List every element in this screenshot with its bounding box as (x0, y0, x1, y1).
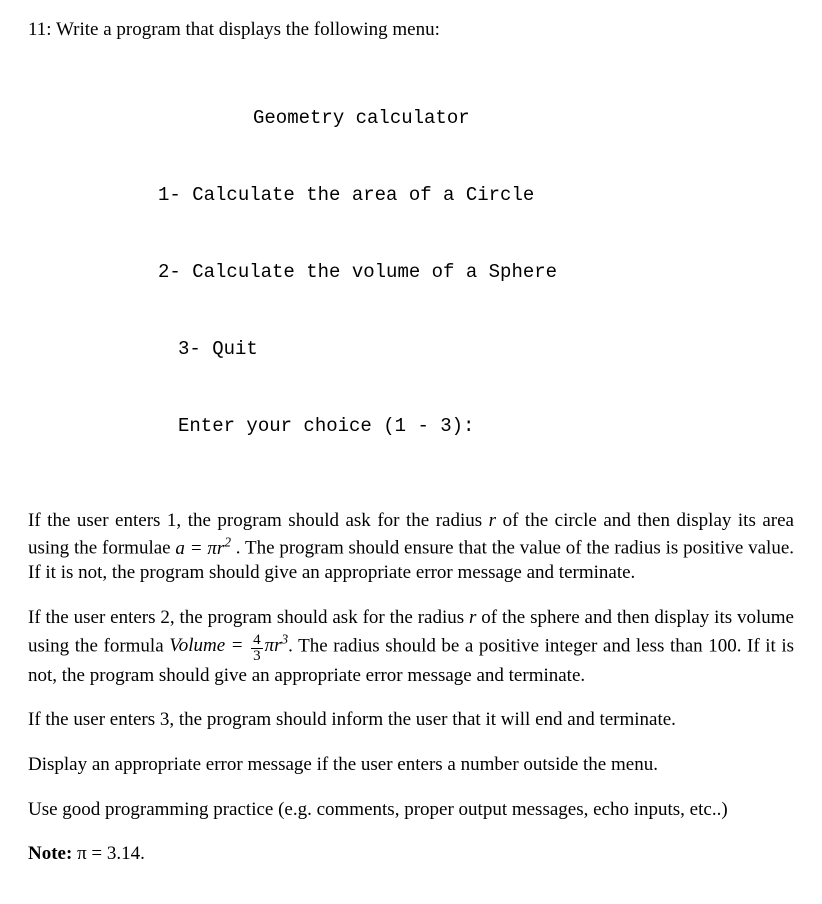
p1-text-a: If the user enters 1, the program should… (28, 510, 489, 531)
p1-lhs: a (175, 538, 185, 559)
p2-num: 4 (251, 633, 263, 649)
p2-formula: Volume = 43πr3 (169, 635, 288, 656)
menu-option-3: 3- Quit (28, 337, 794, 363)
document-page: 11: Write a program that displays the fo… (0, 0, 822, 904)
question-number: 11 (28, 19, 46, 40)
p1-pow: 2 (224, 534, 231, 549)
p2-eq: = (225, 635, 249, 656)
p2-den: 3 (251, 649, 263, 664)
paragraph-circle: If the user enters 1, the program should… (28, 509, 794, 586)
question-header: 11: Write a program that displays the fo… (28, 18, 794, 43)
note-label: Note: (28, 843, 72, 864)
colon: : (46, 19, 56, 40)
note-line: Note: π = 3.14. (28, 842, 794, 867)
paragraph-quit: If the user enters 3, the program should… (28, 708, 794, 733)
paragraph-practice: Use good programming practice (e.g. comm… (28, 798, 794, 823)
menu-code-block: Geometry calculator 1- Calculate the are… (28, 55, 794, 491)
p2-r: r (274, 635, 281, 656)
p2-fraction: 43 (251, 633, 263, 664)
menu-title: Geometry calculator (28, 106, 794, 132)
paragraph-invalid: Display an appropriate error message if … (28, 753, 794, 778)
note-body: π = 3.14. (72, 843, 145, 864)
p1-formula: a = πr2 (175, 538, 231, 559)
menu-prompt: Enter your choice (1 - 3): (28, 414, 794, 440)
p1-var-r: r (489, 510, 496, 531)
question-prompt: Write a program that displays the follow… (56, 19, 440, 40)
p2-text-a: If the user enters 2, the program should… (28, 607, 469, 628)
paragraph-sphere: If the user enters 2, the program should… (28, 606, 794, 688)
menu-option-2: 2- Calculate the volume of a Sphere (28, 260, 794, 286)
p2-pi: π (265, 635, 275, 656)
p1-eq: = (185, 538, 207, 559)
p2-vol: Volume (169, 635, 225, 656)
p1-pi: π (207, 538, 217, 559)
menu-option-1: 1- Calculate the area of a Circle (28, 183, 794, 209)
